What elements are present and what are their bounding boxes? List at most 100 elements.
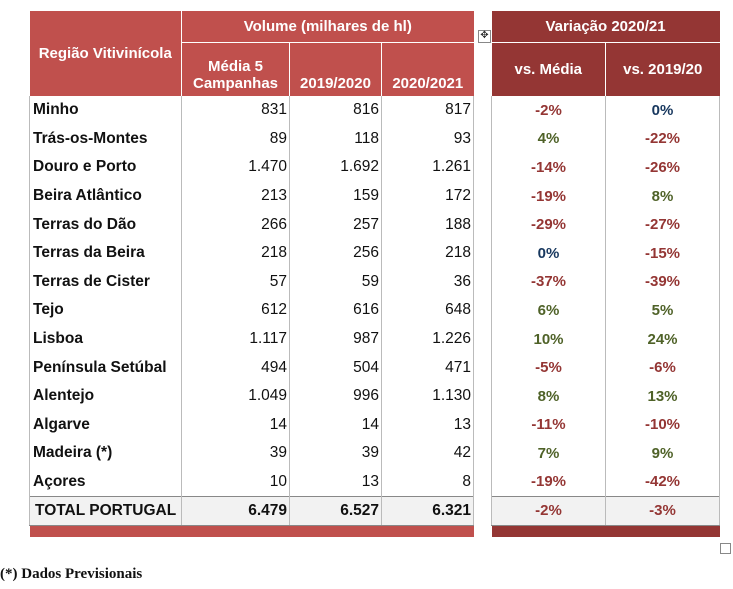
region-name: Terras de Cister	[29, 267, 182, 297]
value-average: 1.470	[181, 153, 290, 182]
value-2020-2021: 1.130	[381, 381, 475, 411]
value-2020-2021: 1.261	[381, 153, 475, 182]
variation-vs-average: 8%	[491, 381, 606, 411]
value-2020-2021: 172	[381, 181, 475, 211]
value-average: 89	[181, 124, 290, 154]
variation-vs-average: 0%	[491, 238, 606, 268]
value-2019-2020: 996	[289, 381, 382, 411]
value-average: 14	[181, 410, 290, 440]
variation-vs-average: -2%	[491, 96, 606, 125]
variation-vs-average: -14%	[491, 153, 606, 182]
table-row: Algarve 14 14 13	[29, 410, 475, 440]
table-row: Douro e Porto 1.470 1.692 1.261	[29, 153, 475, 182]
total-row: -2% -3%	[491, 495, 721, 526]
table-row: -37% -39%	[491, 267, 721, 297]
value-2020-2021: 93	[381, 124, 475, 154]
table-row: Terras de Cister 57 59 36	[29, 267, 475, 297]
variation-vs-2019-20: 5%	[604, 296, 721, 325]
value-2019-2020: 159	[289, 181, 382, 211]
variation-vs-average: 10%	[491, 324, 606, 354]
variation-vs-average: 7%	[491, 439, 606, 468]
total-2019-2020: 6.527	[289, 495, 382, 526]
value-2019-2020: 118	[289, 124, 382, 154]
region-name: Trás-os-Montes	[29, 124, 182, 154]
footer-bar	[29, 525, 474, 538]
table-row: Madeira (*) 39 39 42	[29, 439, 475, 468]
variation-vs-average: -19%	[491, 467, 606, 497]
variation-vs-2019-20: -27%	[604, 210, 721, 239]
value-2019-2020: 987	[289, 324, 382, 354]
table-row: -2% 0%	[491, 96, 721, 125]
header-col-average: Média 5 Campanhas	[181, 42, 290, 96]
header-col-2019-2020: 2019/2020	[289, 42, 382, 96]
table-row: 7% 9%	[491, 439, 721, 468]
region-name: Terras do Dão	[29, 210, 182, 239]
variation-vs-average: -29%	[491, 210, 606, 239]
variation-vs-average: -37%	[491, 267, 606, 297]
table-row: Minho 831 816 817	[29, 96, 475, 125]
region-name: Minho	[29, 96, 182, 125]
value-2019-2020: 816	[289, 96, 382, 125]
variation-vs-2019-20: -26%	[604, 153, 721, 182]
variation-vs-average: -19%	[491, 181, 606, 211]
value-average: 494	[181, 353, 290, 382]
region-name: Beira Atlântico	[29, 181, 182, 211]
total-average: 6.479	[181, 495, 290, 526]
header-variation: Variação 2020/21	[491, 11, 720, 43]
table-row: Açores 10 13 8	[29, 467, 475, 497]
value-2020-2021: 648	[381, 296, 475, 325]
value-2019-2020: 257	[289, 210, 382, 239]
header-col-vs-2019-20: vs. 2019/20	[605, 42, 720, 96]
region-name: Lisboa	[29, 324, 182, 354]
value-2020-2021: 8	[381, 467, 475, 497]
value-average: 266	[181, 210, 290, 239]
total-row: TOTAL PORTUGAL 6.479 6.527 6.321	[29, 495, 475, 526]
table-row: Alentejo 1.049 996 1.130	[29, 381, 475, 411]
value-2020-2021: 471	[381, 353, 475, 382]
table-row: 0% -15%	[491, 238, 721, 268]
value-2019-2020: 14	[289, 410, 382, 440]
value-average: 57	[181, 267, 290, 297]
value-average: 1.117	[181, 324, 290, 354]
value-average: 831	[181, 96, 290, 125]
header-col-vs-average: vs. Média	[491, 42, 606, 96]
region-name: Terras da Beira	[29, 238, 182, 268]
value-2019-2020: 256	[289, 238, 382, 268]
region-name: Algarve	[29, 410, 182, 440]
variation-vs-2019-20: 0%	[604, 96, 721, 125]
region-name: Madeira (*)	[29, 439, 182, 468]
region-name: Açores	[29, 467, 182, 497]
value-average: 1.049	[181, 381, 290, 411]
variation-vs-2019-20: -42%	[604, 467, 721, 497]
variation-vs-2019-20: -10%	[604, 410, 721, 440]
variation-vs-2019-20: -22%	[604, 124, 721, 154]
variation-vs-2019-20: -39%	[604, 267, 721, 297]
variation-vs-average: -11%	[491, 410, 606, 440]
value-2020-2021: 188	[381, 210, 475, 239]
table-row: Tejo 612 616 648	[29, 296, 475, 325]
header-region: Região Vitivinícola	[29, 11, 182, 96]
value-2019-2020: 39	[289, 439, 382, 468]
total-vs-average: -2%	[491, 495, 606, 526]
table-row: -14% -26%	[491, 153, 721, 182]
table-row: -19% 8%	[491, 181, 721, 211]
footnote: (*) Dados Previsionais	[0, 566, 143, 582]
value-average: 213	[181, 181, 290, 211]
value-2020-2021: 218	[381, 238, 475, 268]
value-2020-2021: 817	[381, 96, 475, 125]
value-2020-2021: 42	[381, 439, 475, 468]
table-row: Terras da Beira 218 256 218	[29, 238, 475, 268]
value-2019-2020: 616	[289, 296, 382, 325]
table-move-handle-icon[interactable]: ✥	[478, 30, 491, 43]
value-2019-2020: 59	[289, 267, 382, 297]
volume-table: Região Vitivinícola Volume (milhares de …	[29, 11, 475, 538]
value-average: 10	[181, 467, 290, 497]
region-name: Alentejo	[29, 381, 182, 411]
table-row: 10% 24%	[491, 324, 721, 354]
table-row: -19% -42%	[491, 467, 721, 497]
table-row: -11% -10%	[491, 410, 721, 440]
variation-vs-2019-20: 24%	[604, 324, 721, 354]
value-2019-2020: 13	[289, 467, 382, 497]
value-average: 218	[181, 238, 290, 268]
table-resize-handle[interactable]	[720, 543, 731, 554]
